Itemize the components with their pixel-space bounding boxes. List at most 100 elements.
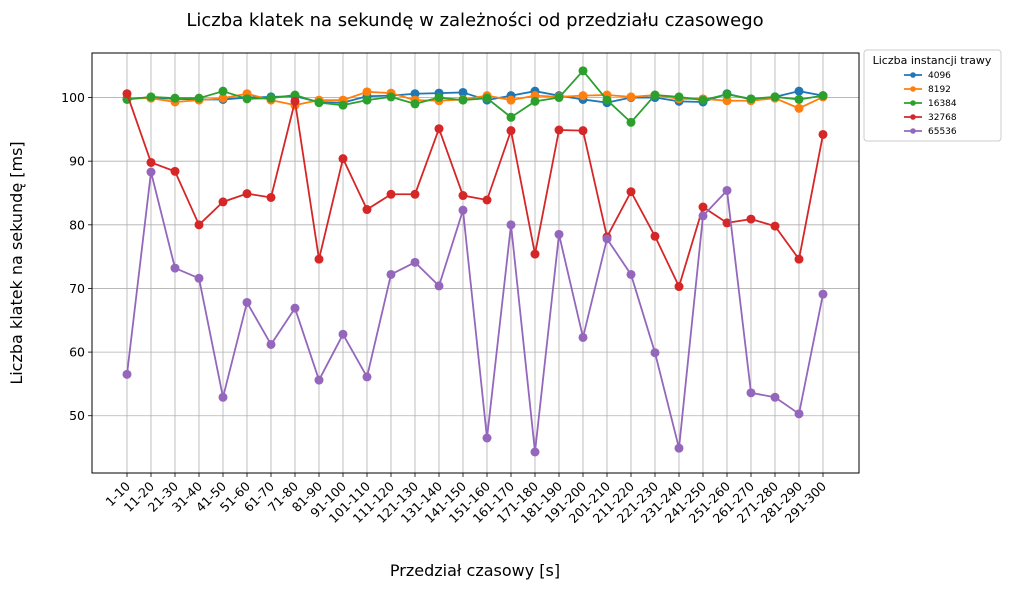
data-point [410,99,420,109]
data-point [338,154,348,164]
data-point [722,218,732,228]
data-point [362,205,372,215]
data-point [794,86,804,96]
y-tick-label: 50 [69,408,85,423]
data-point [290,90,300,100]
data-point [386,189,396,199]
data-point [458,95,468,105]
chart-title: Liczba klatek na sekundę w zależności od… [186,10,763,31]
data-point [530,249,540,259]
data-point [746,388,756,398]
data-point [314,375,324,385]
data-point [506,220,516,230]
data-point [338,100,348,110]
data-point [266,93,276,103]
data-point [818,91,828,101]
data-point [626,187,636,197]
data-point [314,98,324,108]
data-point [170,93,180,103]
data-point [602,234,612,244]
data-point [482,433,492,443]
series-layer [122,66,828,457]
legend-label: 16384 [928,99,957,109]
data-point [650,231,660,241]
legend-label: 65536 [928,127,957,137]
data-point [698,95,708,105]
legend-title: Liczba instancji trawy [873,54,992,67]
data-point [218,392,228,402]
data-point [650,348,660,358]
data-point [770,92,780,102]
legend-marker [910,114,916,120]
data-point [746,94,756,104]
data-point [722,89,732,99]
data-point [194,93,204,103]
data-point [698,211,708,221]
data-point [410,257,420,267]
grid-lines [92,53,859,473]
data-point [362,87,372,97]
data-point [434,281,444,291]
y-axis-label: Liczba klatek na sekundę [ms] [7,141,26,384]
data-point [818,289,828,299]
data-point [626,92,636,102]
y-tick-label: 90 [69,154,85,169]
data-point [482,93,492,103]
legend: Liczba instancji trawy 4096 8192 16384 3276… [863,49,1002,142]
x-axis: 1-1011-2021-3031-4041-5051-6061-7071-808… [102,473,829,526]
data-point [218,197,228,207]
data-point [506,126,516,136]
data-point [314,254,324,264]
data-point [626,269,636,279]
legend-marker [910,128,916,134]
data-point [530,96,540,106]
data-point [434,93,444,103]
data-point [722,96,732,106]
data-point [722,185,732,195]
data-point [338,329,348,339]
data-point [578,91,588,101]
series-16384 [122,66,828,127]
series-32768 [122,89,828,292]
data-point [218,93,228,103]
data-point [146,157,156,167]
data-point [578,66,588,76]
data-point [434,124,444,134]
data-point [194,273,204,283]
data-point [506,95,516,105]
legend-item-32768: 32768 [904,113,957,123]
y-tick-label: 100 [61,90,85,105]
data-point [650,90,660,100]
y-tick-label: 60 [69,345,85,360]
data-point [218,86,228,96]
series-line [126,93,824,288]
data-point [194,220,204,230]
legend-marker [910,100,916,106]
y-tick-label: 70 [69,281,85,296]
legend-items: 4096 8192 16384 32768 65536 [904,71,957,137]
series-line [126,171,824,453]
data-point [386,269,396,279]
data-point [746,214,756,224]
series-8192 [122,87,828,113]
legend-marker [910,86,916,92]
x-axis-label: Przedział czasowy [s] [390,561,560,580]
data-point [242,189,252,199]
legend-frame [863,49,1002,142]
data-point [794,254,804,264]
data-point [674,92,684,102]
legend-label: 8192 [928,85,951,95]
data-point [530,447,540,457]
data-point [242,297,252,307]
legend-item-8192: 8192 [904,85,951,95]
data-point [410,189,420,199]
legend-label: 32768 [928,113,957,123]
data-point [290,303,300,313]
legend-label: 4096 [928,71,951,81]
data-point [410,89,420,99]
data-point [458,205,468,215]
data-point [242,94,252,104]
data-point [386,92,396,102]
series-65536 [122,167,828,457]
data-point [554,125,564,135]
